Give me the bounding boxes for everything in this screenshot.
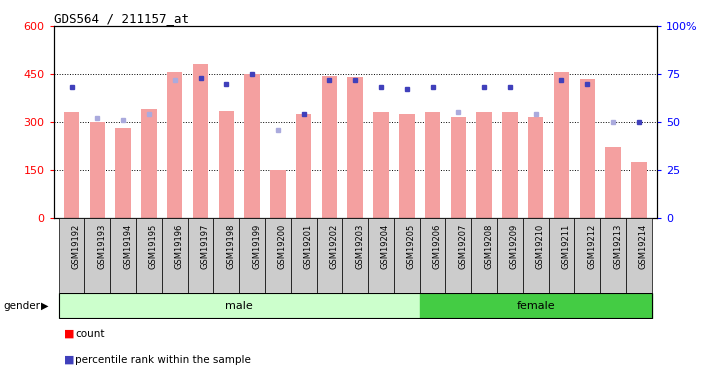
FancyBboxPatch shape	[574, 217, 600, 292]
Bar	[554, 72, 569, 217]
Text: count: count	[75, 329, 104, 339]
Bar	[244, 74, 260, 217]
Text: GSM19200: GSM19200	[278, 224, 287, 269]
FancyBboxPatch shape	[446, 217, 471, 292]
Text: GSM19211: GSM19211	[561, 224, 570, 269]
Text: GSM19194: GSM19194	[123, 224, 132, 269]
Bar	[348, 77, 363, 218]
FancyBboxPatch shape	[291, 217, 316, 292]
Bar	[296, 114, 311, 218]
Bar	[59, 292, 420, 319]
Bar	[64, 112, 79, 218]
FancyBboxPatch shape	[265, 217, 291, 292]
Bar	[451, 117, 466, 218]
Text: GSM19209: GSM19209	[510, 224, 519, 269]
Bar	[425, 112, 441, 218]
Text: GSM19208: GSM19208	[484, 224, 493, 269]
FancyBboxPatch shape	[213, 217, 239, 292]
Bar	[116, 128, 131, 217]
Bar	[631, 162, 647, 218]
FancyBboxPatch shape	[136, 217, 162, 292]
Text: GDS564 / 211157_at: GDS564 / 211157_at	[54, 12, 188, 25]
FancyBboxPatch shape	[84, 217, 110, 292]
Text: GSM19198: GSM19198	[226, 224, 236, 269]
Bar	[270, 170, 286, 217]
Bar	[399, 114, 415, 218]
Bar	[373, 112, 388, 218]
Bar	[420, 292, 652, 319]
Text: ■: ■	[64, 355, 75, 365]
FancyBboxPatch shape	[420, 217, 446, 292]
Text: GSM19193: GSM19193	[97, 224, 106, 269]
FancyBboxPatch shape	[239, 217, 265, 292]
Bar	[90, 122, 105, 218]
Text: GSM19199: GSM19199	[252, 224, 261, 269]
FancyBboxPatch shape	[471, 217, 497, 292]
Text: GSM19196: GSM19196	[175, 224, 183, 269]
Bar	[218, 111, 234, 218]
Text: gender: gender	[4, 301, 41, 310]
Text: GSM19212: GSM19212	[588, 224, 596, 269]
Text: ▶: ▶	[41, 301, 49, 310]
FancyBboxPatch shape	[394, 217, 420, 292]
Text: GSM19213: GSM19213	[613, 224, 622, 269]
FancyBboxPatch shape	[316, 217, 342, 292]
FancyBboxPatch shape	[497, 217, 523, 292]
Text: percentile rank within the sample: percentile rank within the sample	[75, 355, 251, 365]
Bar	[476, 112, 492, 218]
Text: ■: ■	[64, 329, 75, 339]
FancyBboxPatch shape	[548, 217, 574, 292]
Text: GSM19192: GSM19192	[71, 224, 81, 269]
FancyBboxPatch shape	[59, 217, 84, 292]
Text: GSM19201: GSM19201	[303, 224, 313, 269]
FancyBboxPatch shape	[523, 217, 548, 292]
Bar	[580, 79, 595, 218]
Text: GSM19206: GSM19206	[433, 224, 441, 269]
Text: GSM19214: GSM19214	[639, 224, 648, 269]
Bar	[167, 72, 183, 217]
Bar	[605, 147, 620, 218]
Text: GSM19197: GSM19197	[201, 224, 209, 269]
Text: GSM19204: GSM19204	[381, 224, 390, 269]
Bar	[141, 109, 156, 217]
Bar	[502, 112, 518, 218]
Bar	[193, 64, 208, 218]
FancyBboxPatch shape	[110, 217, 136, 292]
FancyBboxPatch shape	[626, 217, 652, 292]
Text: male: male	[226, 301, 253, 310]
FancyBboxPatch shape	[188, 217, 213, 292]
Text: GSM19205: GSM19205	[407, 224, 416, 269]
Text: female: female	[516, 301, 555, 310]
FancyBboxPatch shape	[342, 217, 368, 292]
Text: GSM19207: GSM19207	[458, 224, 468, 269]
Text: GSM19203: GSM19203	[356, 224, 364, 269]
Bar	[528, 117, 543, 218]
FancyBboxPatch shape	[600, 217, 626, 292]
Text: GSM19195: GSM19195	[149, 224, 158, 269]
Text: GSM19210: GSM19210	[536, 224, 545, 269]
FancyBboxPatch shape	[368, 217, 394, 292]
Text: GSM19202: GSM19202	[329, 224, 338, 269]
Bar	[322, 76, 337, 217]
FancyBboxPatch shape	[162, 217, 188, 292]
